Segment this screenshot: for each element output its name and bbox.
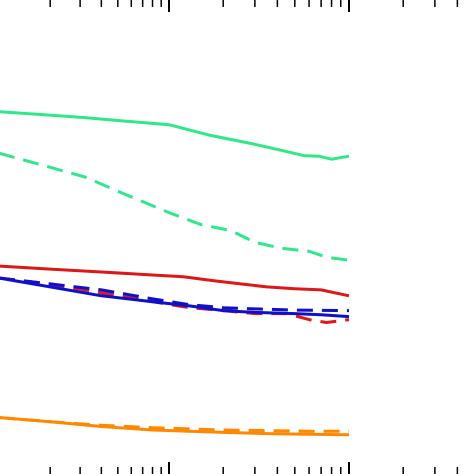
- series-line-1: [0, 151, 350, 262]
- series-layer: [0, 110, 350, 437]
- series-line-5: [0, 276, 350, 313]
- x-axis-bottom-ticks: [49, 462, 459, 474]
- series-line-2: [0, 264, 350, 298]
- series-line-7: [0, 416, 349, 433]
- series-line-6: [0, 416, 350, 437]
- series-line-4: [0, 276, 350, 319]
- x-axis-top-ticks: [49, 0, 459, 12]
- series-line-0: [0, 110, 350, 161]
